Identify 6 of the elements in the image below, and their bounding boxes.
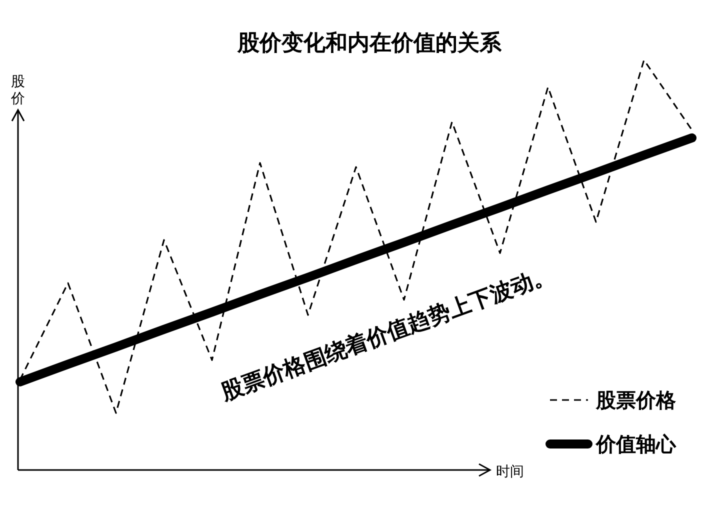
legend-label: 股票价格 <box>595 388 677 412</box>
legend-label: 价值轴心 <box>595 432 677 456</box>
y-axis-title: 股价 <box>10 74 25 107</box>
chart-title: 股价变化和内在价值的关系 <box>236 30 502 56</box>
x-axis-title: 时间 <box>496 464 524 480</box>
annotation: 股票价格围绕着价值趋势上下波动。 <box>216 261 558 406</box>
